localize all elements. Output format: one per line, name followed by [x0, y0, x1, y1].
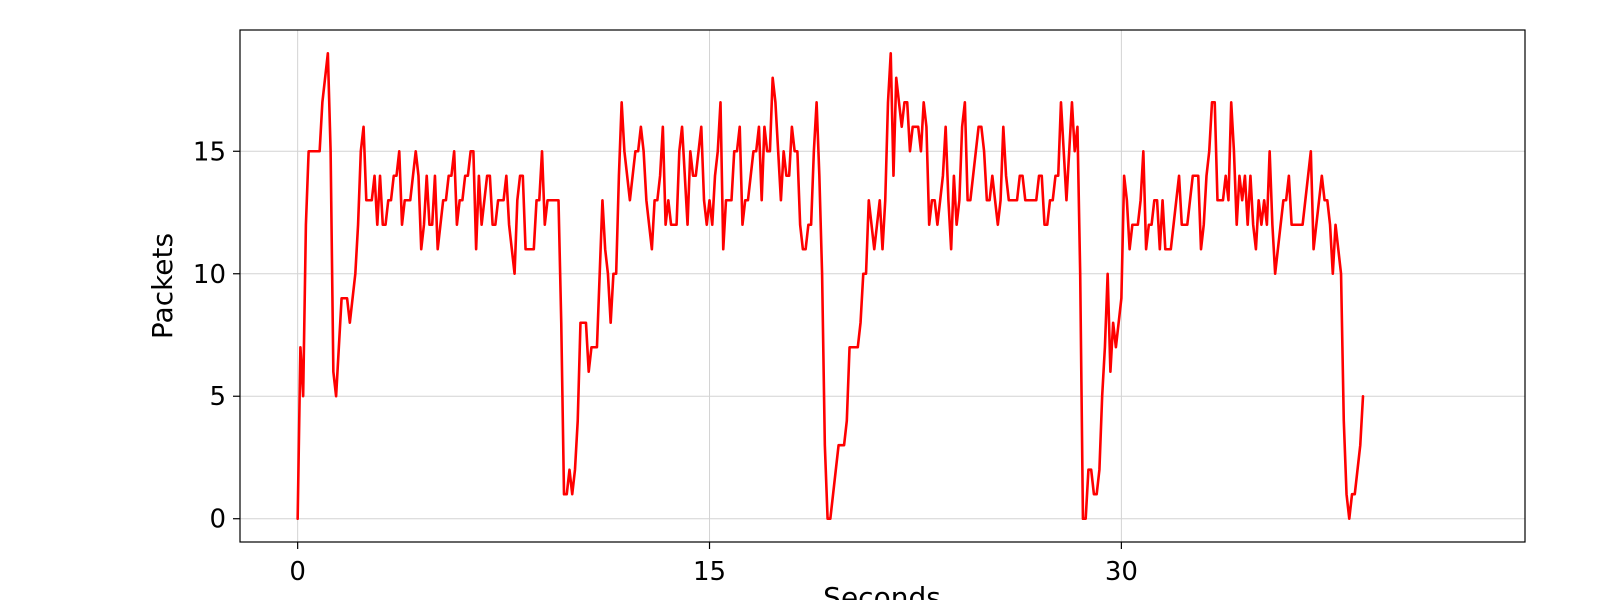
x-axis-ticks: 0 15 30: [289, 542, 1138, 587]
plot-frame: [239, 29, 1526, 543]
series-layer: [296, 51, 1365, 521]
y-axis-label: Packets: [146, 233, 179, 339]
x-tick-label: 15: [693, 557, 726, 587]
x-tick-label: 0: [289, 557, 306, 587]
y-axis-ticks: 0 5 10 15: [193, 137, 240, 535]
x-axis-label: Seconds: [823, 581, 941, 600]
y-tick-label: 5: [209, 382, 226, 412]
grid: [240, 30, 1525, 542]
y-tick-label: 0: [209, 505, 226, 535]
y-tick-label: 10: [193, 260, 226, 290]
y-tick-label: 15: [193, 137, 226, 167]
x-tick-label: 30: [1105, 557, 1138, 587]
series-line: [296, 51, 1365, 521]
